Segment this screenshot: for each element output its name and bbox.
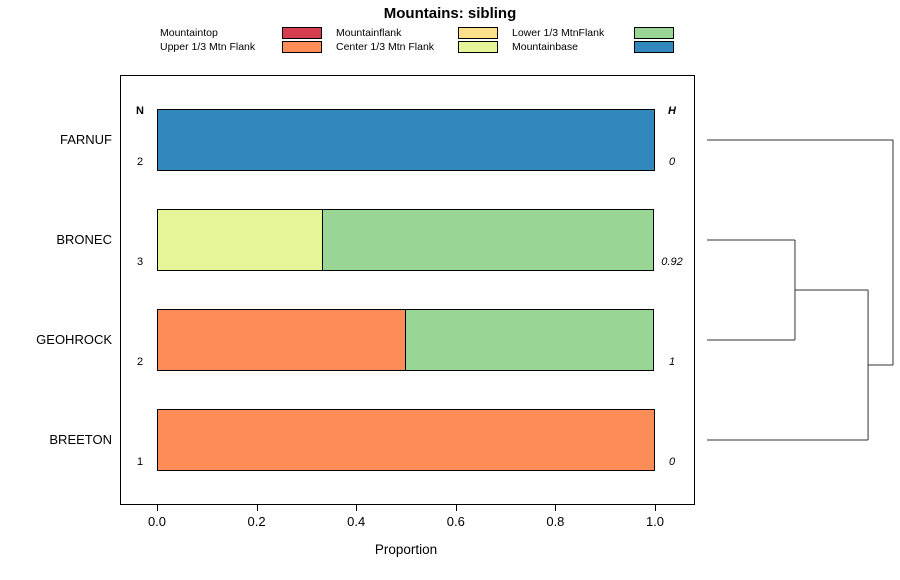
x-axis-tick bbox=[256, 505, 258, 511]
x-axis-tick bbox=[157, 505, 158, 511]
x-axis-tick-label: 0.6 bbox=[446, 514, 465, 529]
x-axis-tick-label: 1.0 bbox=[645, 514, 665, 529]
n-value: 1 bbox=[136, 456, 144, 468]
legend-item: Mountainflank bbox=[336, 27, 498, 39]
n-value: 2 bbox=[136, 156, 144, 168]
legend-column-0: Mountaintop Upper 1/3 Mtn Flank bbox=[160, 27, 322, 53]
n-value: 3 bbox=[136, 256, 144, 268]
x-axis-tick bbox=[655, 505, 656, 511]
legend-swatch bbox=[634, 41, 674, 53]
bar-farnuf bbox=[157, 109, 655, 171]
plot-area-border bbox=[120, 75, 695, 505]
x-axis-tick-label: 0.2 bbox=[247, 514, 266, 529]
row-label: BREETON bbox=[49, 432, 112, 447]
legend-label: Upper 1/3 Mtn Flank bbox=[160, 41, 256, 53]
legend-label: Center 1/3 Mtn Flank bbox=[336, 41, 435, 53]
bar-segment bbox=[157, 109, 655, 171]
bar-segment bbox=[157, 309, 406, 371]
legend-column-2: Lower 1/3 MtnFlank Mountainbase bbox=[512, 27, 674, 53]
legend-item: Mountainbase bbox=[512, 41, 674, 53]
legend-item: Center 1/3 Mtn Flank bbox=[336, 41, 498, 53]
legend-item: Upper 1/3 Mtn Flank bbox=[160, 41, 322, 53]
row-label: FARNUF bbox=[60, 132, 112, 147]
bar-bronec bbox=[157, 209, 655, 271]
x-axis-tick bbox=[555, 505, 557, 511]
legend-swatch bbox=[282, 27, 322, 39]
bar-segment bbox=[405, 309, 654, 371]
row-label: BRONEC bbox=[56, 232, 112, 247]
legend-swatch bbox=[282, 41, 322, 53]
x-axis-label: Proportion bbox=[374, 542, 438, 557]
legend-swatch bbox=[458, 41, 498, 53]
legend-swatch bbox=[458, 27, 498, 39]
legend: Mountaintop Upper 1/3 Mtn Flank Mountainfl… bbox=[160, 27, 674, 53]
bar-geohrock bbox=[157, 309, 655, 371]
x-axis-tick-label: 0.4 bbox=[347, 514, 366, 529]
x-axis-tick bbox=[455, 505, 457, 511]
legend-label: Mountaintop bbox=[160, 27, 218, 39]
bar-segment bbox=[157, 409, 655, 471]
h-value: 0 bbox=[668, 456, 676, 468]
n-column-header: N bbox=[136, 105, 144, 117]
h-value: 0.92 bbox=[661, 256, 683, 268]
n-value: 2 bbox=[136, 356, 144, 368]
legend-label: Lower 1/3 MtnFlank bbox=[512, 27, 605, 39]
row-label: GEOHROCK bbox=[36, 332, 112, 347]
bar-breeton bbox=[157, 409, 655, 471]
legend-column-1: Mountainflank Center 1/3 Mtn Flank bbox=[336, 27, 498, 53]
legend-item: Lower 1/3 MtnFlank bbox=[512, 27, 674, 39]
legend-item: Mountaintop bbox=[160, 27, 322, 39]
h-column-header: H bbox=[668, 105, 676, 117]
legend-label: Mountainflank bbox=[336, 27, 402, 39]
h-value: 1 bbox=[668, 356, 676, 368]
legend-label: Mountainbase bbox=[512, 41, 578, 53]
legend-swatch bbox=[634, 27, 674, 39]
x-axis-tick bbox=[356, 505, 358, 511]
bar-segment bbox=[157, 209, 323, 271]
x-axis-tick-label: 0.0 bbox=[147, 514, 167, 529]
h-value: 0 bbox=[668, 156, 676, 168]
chart-title: Mountains: sibling bbox=[383, 5, 517, 22]
bar-segment bbox=[321, 209, 654, 271]
x-axis-tick-label: 0.8 bbox=[546, 514, 565, 529]
